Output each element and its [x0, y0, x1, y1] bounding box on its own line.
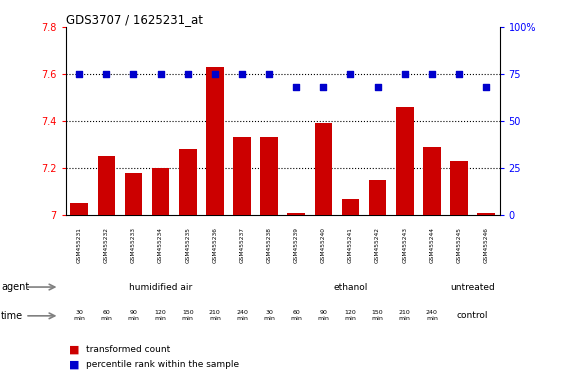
Bar: [477, 213, 495, 215]
Text: 60
min: 60 min: [290, 310, 302, 321]
Text: GSM455243: GSM455243: [402, 227, 407, 263]
Bar: [423, 147, 441, 215]
Point: [346, 71, 355, 77]
Text: GSM455239: GSM455239: [293, 227, 299, 263]
Text: 210
min: 210 min: [209, 310, 221, 321]
Text: 90
min: 90 min: [317, 310, 329, 321]
Bar: [369, 180, 387, 215]
Text: percentile rank within the sample: percentile rank within the sample: [86, 360, 239, 369]
Text: GSM455240: GSM455240: [321, 227, 326, 263]
Text: GSM455238: GSM455238: [267, 227, 272, 263]
Text: ■: ■: [69, 360, 79, 370]
Point: [156, 71, 165, 77]
Text: GSM455236: GSM455236: [212, 227, 218, 263]
Text: GSM455245: GSM455245: [456, 227, 461, 263]
Text: ■: ■: [69, 344, 79, 354]
Text: transformed count: transformed count: [86, 345, 170, 354]
Bar: [98, 156, 115, 215]
Text: 120
min: 120 min: [344, 310, 356, 321]
Point: [210, 71, 219, 77]
Bar: [70, 203, 88, 215]
Text: GSM455234: GSM455234: [158, 227, 163, 263]
Text: GSM455231: GSM455231: [77, 227, 82, 263]
Text: time: time: [1, 311, 23, 321]
Text: 120
min: 120 min: [155, 310, 167, 321]
Bar: [396, 107, 413, 215]
Bar: [450, 161, 468, 215]
Point: [400, 71, 409, 77]
Text: 90
min: 90 min: [127, 310, 139, 321]
Point: [102, 71, 111, 77]
Bar: [315, 123, 332, 215]
Text: 240
min: 240 min: [236, 310, 248, 321]
Text: ethanol: ethanol: [333, 283, 368, 291]
Text: untreated: untreated: [450, 283, 495, 291]
Text: 210
min: 210 min: [399, 310, 411, 321]
Point: [455, 71, 464, 77]
Point: [373, 84, 382, 90]
Text: 30
min: 30 min: [263, 310, 275, 321]
Bar: [341, 199, 359, 215]
Text: GDS3707 / 1625231_at: GDS3707 / 1625231_at: [66, 13, 203, 26]
Bar: [152, 168, 170, 215]
Text: GSM455242: GSM455242: [375, 227, 380, 263]
Text: GSM455232: GSM455232: [104, 227, 109, 263]
Text: 150
min: 150 min: [182, 310, 194, 321]
Bar: [287, 213, 305, 215]
Point: [264, 71, 274, 77]
Text: GSM455244: GSM455244: [429, 227, 435, 263]
Point: [75, 71, 84, 77]
Text: control: control: [457, 311, 488, 320]
Bar: [233, 137, 251, 215]
Bar: [206, 67, 224, 215]
Point: [183, 71, 192, 77]
Text: GSM455237: GSM455237: [239, 227, 244, 263]
Point: [427, 71, 436, 77]
Text: 240
min: 240 min: [426, 310, 438, 321]
Text: GSM455233: GSM455233: [131, 227, 136, 263]
Bar: [124, 173, 142, 215]
Text: 60
min: 60 min: [100, 310, 112, 321]
Text: humidified air: humidified air: [129, 283, 192, 291]
Text: GSM455246: GSM455246: [484, 227, 489, 263]
Point: [238, 71, 247, 77]
Point: [319, 84, 328, 90]
Text: 30
min: 30 min: [73, 310, 85, 321]
Bar: [260, 137, 278, 215]
Point: [292, 84, 301, 90]
Text: agent: agent: [1, 282, 29, 292]
Bar: [179, 149, 196, 215]
Text: GSM455241: GSM455241: [348, 227, 353, 263]
Point: [481, 84, 490, 90]
Text: GSM455235: GSM455235: [185, 227, 190, 263]
Point: [129, 71, 138, 77]
Text: 150
min: 150 min: [372, 310, 384, 321]
